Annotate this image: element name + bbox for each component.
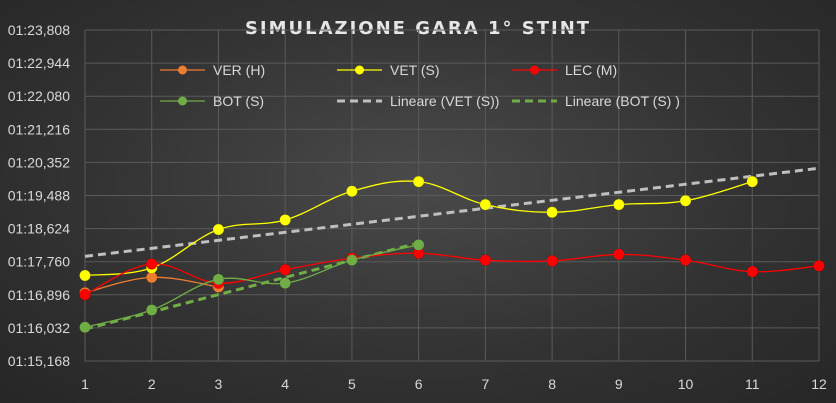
data-point (79, 321, 91, 333)
x-tick-label: 9 (615, 376, 623, 392)
x-tick-label: 8 (548, 376, 556, 392)
data-point (346, 254, 358, 266)
data-point (279, 263, 291, 276)
chart-title: SIMULAZIONE GARA 1° STINT (245, 18, 591, 39)
y-tick-label: 01:22,944 (8, 55, 70, 71)
legend-item: VER (H) (160, 62, 265, 78)
y-tick-label: 01:16,896 (8, 287, 70, 303)
gridlines (84, 29, 820, 362)
data-point (479, 254, 492, 266)
data-point (546, 206, 558, 219)
y-tick-label: 01:19,488 (8, 188, 70, 204)
data-point (279, 214, 291, 226)
legend-marker (178, 96, 187, 106)
legend-label: Lineare (BOT (S) ) (565, 93, 680, 109)
x-tick-label: 12 (811, 376, 827, 392)
data-point (79, 269, 91, 282)
y-tick-label: 01:20,352 (8, 154, 70, 170)
x-tick-label: 5 (348, 376, 356, 392)
x-tick-label: 4 (281, 376, 289, 392)
legend-item: VET (S) (337, 62, 440, 78)
series-line (84, 252, 820, 296)
y-axis: 01:15,168 01:16,032 01:16,896 01:17,760 01:1… (8, 22, 70, 369)
legend-item: Lineare (BOT (S) ) (512, 93, 680, 109)
y-tick-label: 01:22,080 (8, 88, 70, 104)
x-axis: 1 2 3 4 5 6 7 8 9 10 11 12 (81, 376, 827, 392)
x-tick-label: 3 (215, 376, 223, 392)
data-point (613, 248, 625, 261)
x-tick-label: 10 (678, 376, 694, 392)
data-point (412, 175, 425, 188)
y-tick-label: 01:15,168 (8, 353, 70, 369)
legend-marker (355, 65, 364, 75)
trendline (84, 166, 820, 258)
legend-marker (530, 65, 539, 75)
data-point (145, 258, 158, 270)
data-point (279, 277, 291, 289)
data-point (679, 195, 692, 207)
y-tick-label: 01:18,624 (8, 221, 70, 237)
data-point (813, 260, 825, 272)
series-layer (79, 166, 825, 333)
y-tick-label: 01:21,216 (8, 121, 70, 137)
data-point (679, 254, 692, 266)
data-point (212, 273, 225, 286)
x-tick-label: 11 (745, 376, 760, 392)
legend-label: Lineare (VET (S)) (390, 93, 499, 109)
y-tick-label: 01:23,808 (8, 22, 70, 38)
legend: VER (H) VET (S) LEC (M) BOT (S) Lineare (VET… (160, 62, 680, 109)
data-point (746, 175, 759, 188)
data-point (145, 304, 158, 316)
legend-label: BOT (S) (213, 93, 264, 109)
series-line (84, 244, 419, 328)
data-point (546, 255, 558, 267)
x-tick-label: 6 (415, 376, 423, 392)
x-tick-label: 1 (81, 376, 89, 392)
data-point (412, 239, 425, 251)
legend-item: Lineare (VET (S)) (337, 93, 499, 109)
x-tick-label: 7 (481, 376, 489, 392)
data-point (479, 198, 492, 211)
data-point (613, 198, 625, 211)
y-tick-label: 01:17,760 (8, 254, 70, 270)
legend-label: LEC (M) (565, 62, 617, 78)
legend-item: LEC (M) (512, 62, 617, 78)
legend-label: VER (H) (213, 62, 265, 78)
data-point (746, 265, 759, 278)
x-tick-label: 2 (148, 376, 156, 392)
legend-label: VET (S) (390, 62, 440, 78)
data-point (79, 288, 91, 301)
data-point (346, 185, 358, 197)
legend-marker (178, 65, 187, 75)
data-point (212, 223, 225, 236)
legend-item: BOT (S) (160, 93, 264, 109)
y-tick-label: 01:16,032 (8, 320, 70, 336)
